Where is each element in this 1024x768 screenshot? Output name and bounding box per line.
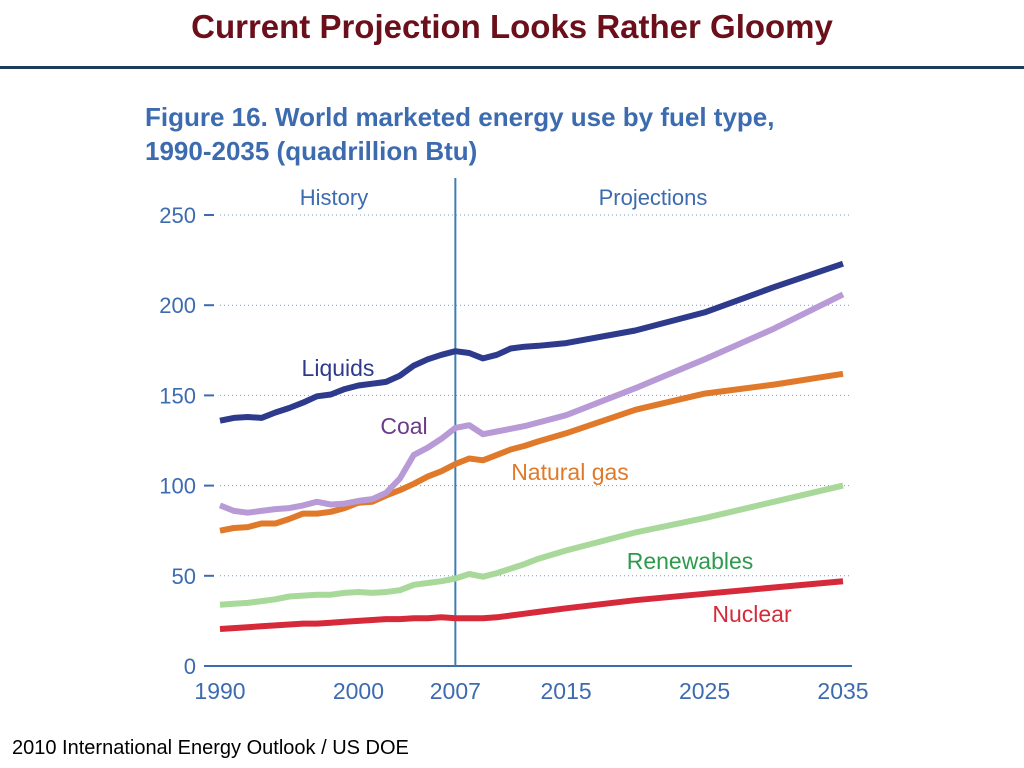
- series-label-renewables: Renewables: [627, 548, 754, 574]
- series-line-nuclear: [219, 578, 844, 632]
- history-label: History: [300, 185, 368, 210]
- source-note: 2010 International Energy Outlook / US D…: [12, 737, 409, 759]
- y-tick-label: 0: [184, 654, 196, 679]
- x-tick-label: 2015: [541, 678, 592, 704]
- series-line-natural-gas: [219, 370, 844, 534]
- y-tick-label: 200: [159, 293, 196, 318]
- y-tick-label: 250: [159, 203, 196, 228]
- x-tick-label: 2035: [817, 678, 868, 704]
- figure-title-line-2: 1990-2035 (quadrillion Btu): [145, 136, 478, 166]
- series-lines: [218, 260, 845, 632]
- series-line-coal: [218, 291, 845, 516]
- projections-label: Projections: [599, 185, 708, 210]
- axes: [204, 178, 852, 667]
- x-tick-label: 2025: [679, 678, 730, 704]
- x-tick-label: 2007: [430, 678, 481, 704]
- series-label-natural-gas: Natural gas: [511, 459, 629, 485]
- series-line-renewables: [219, 482, 844, 608]
- figure-title: Figure 16. World marketed energy use by …: [145, 100, 905, 168]
- series-label-liquids: Liquids: [302, 355, 375, 381]
- series-line-liquids: [219, 260, 844, 424]
- y-tick-label: 150: [159, 383, 196, 408]
- grid-lines: [220, 214, 852, 577]
- figure-title-line-1: Figure 16. World marketed energy use by …: [145, 102, 775, 132]
- chart-labels: 0 50 100 150 200 250 1990 2000 2007 2015 2025 2035 H…: [159, 185, 868, 704]
- title-divider: [0, 66, 1024, 69]
- series-label-nuclear: Nuclear: [712, 601, 792, 627]
- slide-title: Current Projection Looks Rather Gloomy: [191, 8, 833, 45]
- y-tick-label: 100: [159, 474, 196, 499]
- x-tick-label: 1990: [194, 678, 245, 704]
- y-tick-label: 50: [172, 564, 196, 589]
- series-label-coal: Coal: [380, 413, 427, 439]
- x-tick-label: 2000: [333, 678, 384, 704]
